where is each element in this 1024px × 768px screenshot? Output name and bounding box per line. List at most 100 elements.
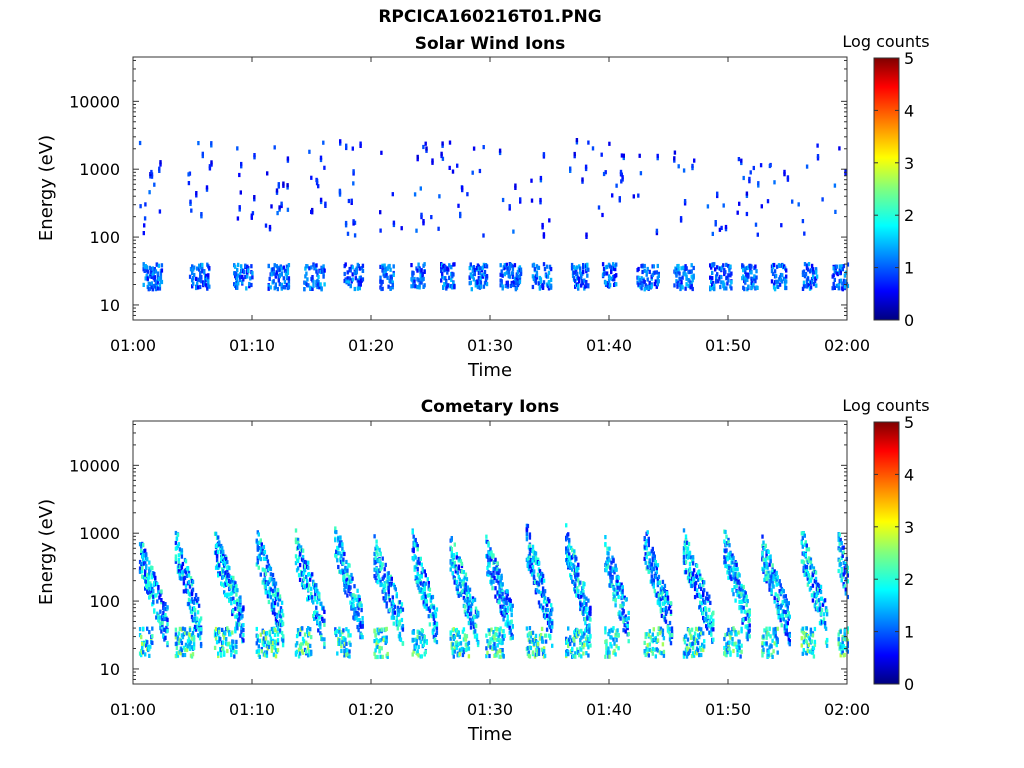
spectrogram-cell: [731, 560, 734, 565]
spectrogram-cell: [844, 279, 848, 284]
spectrogram-cell: [280, 266, 283, 271]
spectrogram-cell: [645, 632, 648, 637]
spectrogram-cell: [473, 614, 477, 620]
spectrogram-cell: [606, 546, 609, 551]
spectrogram-cell: [836, 272, 839, 277]
spectrogram-cell: [461, 588, 465, 593]
spectrogram-cell: [262, 643, 266, 648]
spectrogram-cell: [180, 548, 184, 553]
spectrogram-cell: [344, 590, 347, 595]
spectrogram-cell: [700, 586, 703, 591]
spectrogram-cell: [148, 274, 151, 279]
spectrogram-cell: [580, 654, 583, 659]
spectrogram-cell: [197, 603, 201, 608]
spectrogram-cell: [740, 649, 743, 654]
spectrogram-cell: [422, 144, 425, 150]
spectrogram-cell: [807, 283, 811, 288]
spectrogram-cell: [727, 278, 730, 283]
spectrogram-cell: [809, 285, 813, 290]
spectrogram-cell: [266, 559, 270, 564]
spectrogram-cell: [140, 635, 143, 640]
spectrogram-cell: [643, 263, 646, 269]
spectrogram-cell: [386, 275, 389, 280]
spectrogram-cell: [565, 652, 568, 657]
spectrogram-cell: [358, 618, 361, 623]
spectrogram-cell: [740, 592, 743, 597]
spectrogram-cell: [573, 638, 576, 643]
spectrogram-cell: [585, 651, 588, 656]
spectrogram-cell: [465, 594, 469, 599]
spectrogram-cell: [575, 140, 579, 145]
spectrogram-cell: [576, 628, 579, 633]
spectrogram-cell: [386, 651, 389, 657]
spectrogram-cell: [583, 600, 586, 606]
spectrogram-cell: [670, 630, 674, 635]
spectrogram-cell: [528, 564, 532, 569]
spectrogram-cell: [774, 630, 777, 635]
spectrogram-cell: [286, 266, 290, 271]
spectrogram-cell: [222, 549, 225, 554]
spectrogram-cell: [149, 594, 152, 599]
spectrogram-cell: [319, 199, 323, 205]
spectrogram-cell: [233, 654, 236, 659]
spectrogram-cell: [452, 564, 455, 569]
spectrogram-cell: [143, 223, 146, 228]
spectrogram-cell: [541, 651, 545, 656]
spectrogram-cell: [441, 271, 444, 276]
spectrogram-cell: [280, 203, 283, 209]
spectrogram-cell: [376, 546, 379, 551]
spectrogram-cell: [710, 265, 713, 270]
spectrogram-cell: [145, 579, 148, 584]
spectrogram-cell: [656, 638, 660, 643]
spectrogram-cell: [381, 556, 384, 561]
spectrogram-cell: [273, 145, 276, 150]
spectrogram-cell: [457, 574, 460, 580]
spectrogram-cell: [550, 603, 553, 608]
spectrogram-cell: [615, 638, 618, 643]
spectrogram-cell: [669, 601, 673, 606]
spectrogram-cell: [478, 270, 482, 275]
spectrogram-cell: [420, 562, 423, 567]
spectrogram-cell: [177, 553, 181, 558]
spectrogram-cell: [380, 150, 383, 155]
spectrogram-cell: [531, 630, 535, 635]
spectrogram-cell: [776, 650, 779, 655]
spectrogram-cell: [774, 633, 777, 638]
spectrogram-cell: [493, 575, 496, 580]
spectrogram-cell: [746, 599, 749, 604]
spectrogram-cell: [725, 262, 728, 267]
spectrogram-cell: [742, 618, 745, 623]
spectrogram-cell: [584, 621, 587, 626]
spectrogram-cell: [274, 617, 278, 622]
spectrogram-cell: [201, 266, 204, 271]
spectrogram-cell: [471, 596, 475, 601]
spectrogram-cell: [602, 266, 606, 271]
spectrogram-cell: [715, 279, 718, 284]
spectrogram-cell: [716, 272, 719, 277]
spectrogram-cell: [396, 608, 399, 613]
spectrogram-cell: [311, 572, 314, 577]
spectrogram-cell: [685, 540, 689, 545]
spectrogram-cell: [648, 280, 651, 285]
spectrogram-cell: [682, 271, 685, 276]
spectrogram-cell: [619, 603, 622, 609]
spectrogram-cell: [494, 594, 497, 599]
spectrogram-cell: [459, 584, 463, 589]
spectrogram-cell: [343, 575, 346, 580]
spectrogram-cell: [587, 284, 590, 289]
spectrogram-cell: [519, 197, 522, 202]
spectrogram-cell: [268, 224, 272, 230]
spectrogram-cell: [537, 281, 541, 286]
spectrogram-cell: [153, 267, 156, 272]
spectrogram-cell: [268, 227, 272, 232]
spectrogram-cell: [691, 651, 695, 656]
spectrogram-cell: [527, 650, 531, 655]
spectrogram-cell: [412, 649, 415, 654]
spectrogram-cell: [184, 642, 188, 647]
spectrogram-cell: [495, 570, 498, 575]
spectrogram-cell: [399, 606, 403, 611]
spectrogram-cell: [573, 549, 576, 554]
spectrogram-cell: [586, 262, 589, 267]
spectrogram-cell: [342, 561, 345, 566]
spectrogram-cell: [190, 592, 194, 597]
